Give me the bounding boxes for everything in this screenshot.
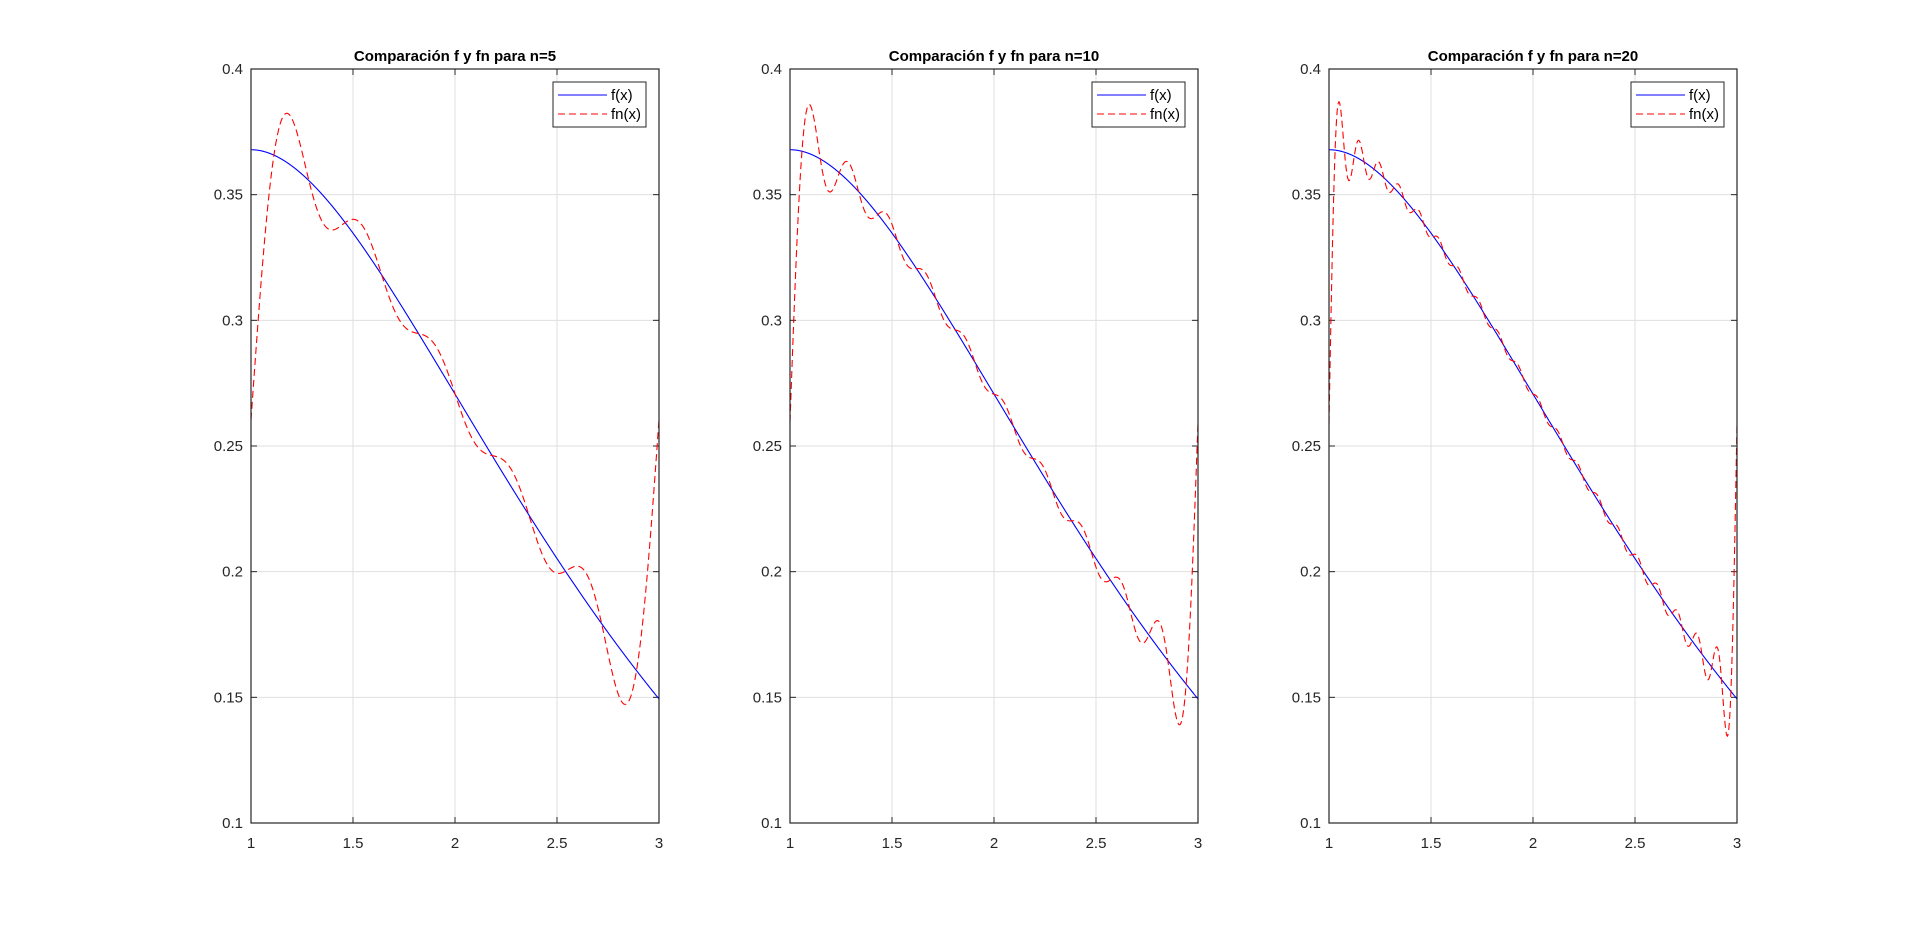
- legend-box: [1630, 81, 1725, 128]
- legend: f(x) fn(x): [552, 81, 647, 128]
- y-tick-label: 0.1: [761, 815, 782, 832]
- y-tick-label: 0.25: [753, 438, 782, 455]
- x-tick-label: 1.5: [343, 835, 364, 852]
- x-tick-label: 1: [247, 835, 255, 852]
- y-tick-label: 0.25: [1292, 438, 1321, 455]
- legend: f(x) fn(x): [1091, 81, 1186, 128]
- x-tick-label: 1: [786, 835, 794, 852]
- y-tick-label: 0.15: [214, 689, 243, 706]
- y-tick-label: 0.4: [761, 61, 782, 78]
- x-tick-label: 1.5: [1421, 835, 1442, 852]
- y-tick-label: 0.2: [1300, 564, 1321, 581]
- x-tick-label: 2.5: [1625, 835, 1646, 852]
- subplot-1: 1 1.5 2 2.5 3 0.1 0.15 0.2 0.25 0.3 0.35 0.4 Compara…: [214, 48, 663, 852]
- legend-box: [1091, 81, 1186, 128]
- fn-line: [1328, 101, 1738, 738]
- y-tick-label: 0.15: [1292, 689, 1321, 706]
- legend-label: f(x): [611, 87, 633, 104]
- x-tick-label: 3: [1733, 835, 1741, 852]
- y-tick-label: 0.3: [1300, 312, 1321, 329]
- y-tick-label: 0.3: [222, 312, 243, 329]
- y-tick-label: 0.15: [753, 689, 782, 706]
- y-tick-label: 0.35: [1292, 187, 1321, 204]
- fn-line: [250, 112, 660, 705]
- x-tick-label: 1.5: [882, 835, 903, 852]
- axes-box: [789, 68, 1199, 824]
- y-tick-label: 0.4: [222, 61, 243, 78]
- subplot-3: 1 1.5 2 2.5 3 0.1 0.15 0.2 0.25 0.3 0.35 0.4 Compara…: [1292, 48, 1741, 852]
- x-tick-label: 2: [451, 835, 459, 852]
- subplot-2: 1 1.5 2 2.5 3 0.1 0.15 0.2 0.25 0.3 0.35 0.4 Compara…: [753, 48, 1202, 852]
- y-tick-label: 0.3: [761, 312, 782, 329]
- y-tick-label: 0.2: [761, 564, 782, 581]
- legend-label: f(x): [1689, 87, 1711, 104]
- y-tick-label: 0.1: [1300, 815, 1321, 832]
- x-tick-label: 2: [990, 835, 998, 852]
- y-tick-label: 0.4: [1300, 61, 1321, 78]
- y-tick-label: 0.25: [214, 438, 243, 455]
- legend-label: f(x): [1150, 87, 1172, 104]
- y-tick-label: 0.1: [222, 815, 243, 832]
- legend-label: fn(x): [1689, 106, 1719, 123]
- x-tick-label: 3: [655, 835, 663, 852]
- y-tick-label: 0.2: [222, 564, 243, 581]
- chart-title: Comparación f y fn para n=5: [354, 48, 556, 65]
- x-tick-label: 2.5: [547, 835, 568, 852]
- y-tick-label: 0.35: [214, 187, 243, 204]
- legend: f(x) fn(x): [1630, 81, 1725, 128]
- legend-box: [552, 81, 647, 128]
- x-tick-label: 1: [1325, 835, 1333, 852]
- axes-box: [1328, 68, 1738, 824]
- y-tick-label: 0.35: [753, 187, 782, 204]
- x-tick-label: 2: [1529, 835, 1537, 852]
- legend-label: fn(x): [1150, 106, 1180, 123]
- chart-title: Comparación f y fn para n=10: [889, 48, 1099, 65]
- legend-label: fn(x): [611, 106, 641, 123]
- x-tick-label: 3: [1194, 835, 1202, 852]
- fn-line: [789, 103, 1199, 726]
- axes-box: [250, 68, 660, 824]
- x-tick-label: 2.5: [1086, 835, 1107, 852]
- chart-title: Comparación f y fn para n=20: [1428, 48, 1638, 65]
